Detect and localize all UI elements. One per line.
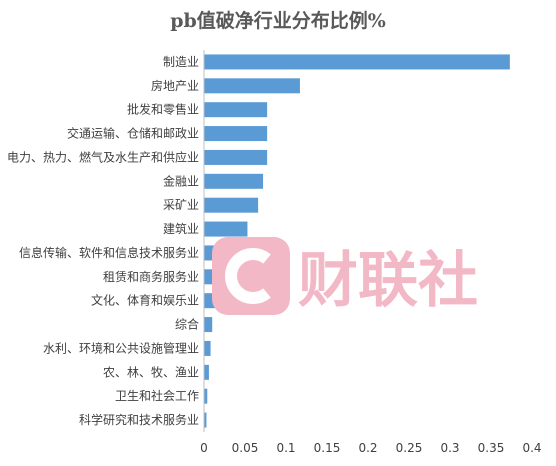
x-tick-label: 0.2	[358, 441, 377, 455]
x-tick-label: 0.3	[440, 441, 459, 455]
watermark-logo: 财联社	[212, 237, 478, 315]
x-tick-label: 0.35	[478, 441, 505, 455]
watermark-c-icon	[225, 248, 271, 304]
category-label: 电力、热力、燃气及水生产和供应业	[7, 149, 199, 164]
category-label: 文化、体育和娱乐业	[91, 293, 199, 308]
category-label: 交通运输、仓储和邮政业	[67, 126, 199, 141]
category-label: 金融业	[163, 173, 199, 188]
watermark-text: 财联社	[298, 246, 478, 315]
bar	[204, 54, 510, 70]
category-label: 房地产业	[151, 78, 199, 93]
bar	[204, 197, 259, 213]
bar	[204, 78, 300, 94]
x-tick-label: 0	[200, 441, 208, 455]
category-label: 综合	[175, 317, 199, 332]
category-label: 农、林、牧、渔业	[103, 365, 199, 379]
bar	[204, 388, 208, 404]
bar	[204, 102, 268, 118]
x-tick-label: 0.05	[232, 441, 259, 455]
category-label: 科学研究和技术服务业	[79, 412, 199, 427]
chart-title: pb值破净行业分布比例%	[170, 10, 386, 32]
bar	[204, 221, 248, 237]
bars-layer	[204, 54, 510, 428]
category-label: 批发和零售业	[127, 102, 199, 117]
bar	[204, 340, 211, 356]
category-label: 采矿业	[163, 198, 199, 212]
bar	[204, 412, 207, 428]
category-label: 制造业	[163, 55, 199, 69]
axis-layer: 制造业房地产业批发和零售业交通运输、仓储和邮政业电力、热力、燃气及水生产和供应业…	[7, 50, 542, 455]
bar	[204, 317, 213, 333]
category-label: 信息传输、软件和信息技术服务业	[19, 245, 199, 260]
watermark-badge	[212, 237, 290, 315]
x-tick-label: 0.15	[314, 441, 341, 455]
category-label: 卫生和社会工作	[115, 388, 199, 403]
category-label: 租赁和商务服务业	[103, 269, 199, 284]
x-tick-label: 0.25	[396, 441, 423, 455]
x-tick-label: 0.4	[522, 441, 541, 455]
category-label: 水利、环境和公共设施管理业	[43, 340, 199, 355]
category-label: 建筑业	[163, 221, 199, 236]
bar	[204, 364, 209, 380]
bar	[204, 126, 268, 142]
x-tick-label: 0.1	[276, 441, 295, 455]
bar	[204, 149, 268, 165]
bar	[204, 173, 264, 189]
